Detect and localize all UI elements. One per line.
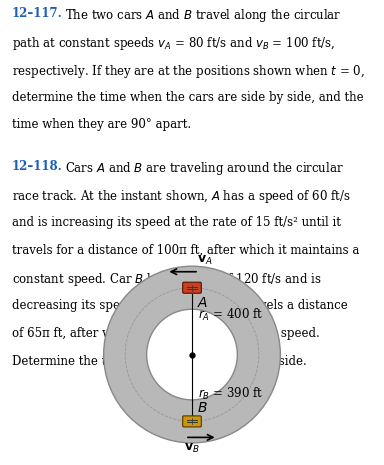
Text: constant speed. Car $B$ has a speed of 120 ft/s and is: constant speed. Car $B$ has a speed of 1… (12, 272, 321, 288)
Text: time when they are 90° apart.: time when they are 90° apart. (12, 119, 190, 132)
Text: 12–117.: 12–117. (12, 7, 62, 20)
Text: travels for a distance of 100π ft, after which it maintains a: travels for a distance of 100π ft, after… (12, 244, 359, 257)
Text: $r_B$ = 390 ft: $r_B$ = 390 ft (198, 386, 263, 402)
Text: 12–118.: 12–118. (12, 160, 62, 173)
Circle shape (147, 309, 237, 400)
Text: Cars $A$ and $B$ are traveling around the circular: Cars $A$ and $B$ are traveling around th… (65, 160, 343, 177)
Text: race track. At the instant shown, $A$ has a speed of 60 ft/s: race track. At the instant shown, $A$ ha… (12, 188, 351, 205)
Text: path at constant speeds $v_A$ = 80 ft/s and $v_B$ = 100 ft/s,: path at constant speeds $v_A$ = 80 ft/s … (12, 35, 335, 52)
Circle shape (104, 266, 280, 443)
Text: and is increasing its speed at the rate of 15 ft/s² until it: and is increasing its speed at the rate … (12, 216, 340, 229)
Text: of 65π ft, after which it maintains a constant speed.: of 65π ft, after which it maintains a co… (12, 327, 319, 340)
Text: The two cars $A$ and $B$ travel along the circular: The two cars $A$ and $B$ travel along th… (65, 7, 341, 24)
Text: $\mathbf{v}_A$: $\mathbf{v}_A$ (197, 254, 212, 267)
FancyBboxPatch shape (183, 282, 201, 293)
Text: decreasing its speed at 15 ft/s² until it travels a distance: decreasing its speed at 15 ft/s² until i… (12, 299, 347, 312)
Text: respectively. If they are at the positions shown when $t$ = 0,: respectively. If they are at the positio… (12, 63, 364, 80)
Text: determine the time when the cars are side by side, and the: determine the time when the cars are sid… (12, 91, 363, 104)
Text: Determine the time when they come side by side.: Determine the time when they come side b… (12, 355, 306, 368)
Text: $r_A$ = 400 ft: $r_A$ = 400 ft (198, 307, 263, 323)
Text: $A$: $A$ (197, 296, 208, 310)
Text: $B$: $B$ (197, 401, 207, 415)
FancyBboxPatch shape (183, 416, 201, 427)
Text: $\mathbf{v}_B$: $\mathbf{v}_B$ (184, 442, 200, 455)
